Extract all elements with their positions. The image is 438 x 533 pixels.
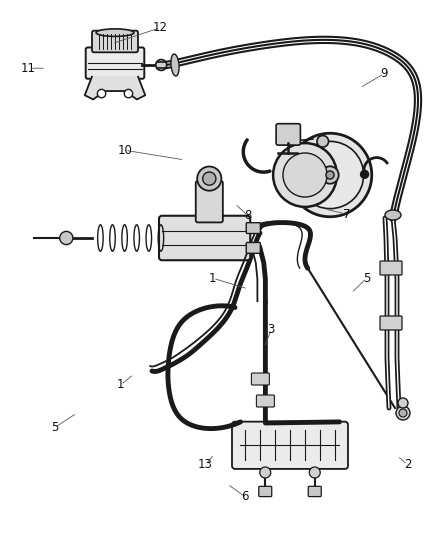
Circle shape bbox=[124, 90, 132, 98]
Text: 11: 11 bbox=[21, 62, 36, 75]
Circle shape bbox=[325, 171, 333, 179]
Text: 1: 1 bbox=[117, 378, 124, 391]
FancyBboxPatch shape bbox=[85, 47, 144, 79]
Circle shape bbox=[283, 153, 326, 197]
FancyBboxPatch shape bbox=[246, 243, 260, 253]
Text: 1: 1 bbox=[208, 272, 216, 285]
Text: 10: 10 bbox=[117, 144, 132, 157]
Text: 7: 7 bbox=[342, 208, 350, 221]
Text: 6: 6 bbox=[240, 490, 248, 503]
FancyBboxPatch shape bbox=[159, 216, 250, 260]
Circle shape bbox=[296, 141, 363, 208]
Circle shape bbox=[259, 467, 270, 478]
Text: 2: 2 bbox=[403, 458, 410, 471]
Text: 8: 8 bbox=[244, 209, 251, 222]
Text: 12: 12 bbox=[152, 21, 167, 34]
Text: 5: 5 bbox=[51, 421, 58, 434]
Text: 3: 3 bbox=[267, 323, 274, 336]
Circle shape bbox=[321, 166, 338, 184]
Ellipse shape bbox=[384, 210, 400, 220]
Circle shape bbox=[397, 398, 407, 408]
Circle shape bbox=[398, 409, 406, 417]
Ellipse shape bbox=[170, 54, 179, 76]
FancyBboxPatch shape bbox=[92, 31, 138, 52]
FancyBboxPatch shape bbox=[379, 316, 401, 330]
Circle shape bbox=[155, 60, 166, 70]
Polygon shape bbox=[85, 77, 145, 100]
Circle shape bbox=[202, 172, 215, 185]
Circle shape bbox=[60, 231, 73, 245]
FancyBboxPatch shape bbox=[379, 261, 401, 275]
Ellipse shape bbox=[96, 29, 134, 36]
Circle shape bbox=[272, 143, 336, 207]
FancyBboxPatch shape bbox=[246, 223, 260, 233]
Circle shape bbox=[197, 166, 221, 191]
Text: 9: 9 bbox=[379, 67, 387, 80]
Circle shape bbox=[288, 133, 371, 217]
FancyBboxPatch shape bbox=[258, 486, 271, 497]
FancyBboxPatch shape bbox=[307, 486, 321, 497]
Circle shape bbox=[308, 467, 319, 478]
Text: 13: 13 bbox=[198, 458, 212, 471]
Text: 5: 5 bbox=[362, 272, 369, 285]
FancyBboxPatch shape bbox=[195, 181, 223, 222]
FancyBboxPatch shape bbox=[251, 373, 269, 385]
FancyBboxPatch shape bbox=[276, 124, 300, 145]
Circle shape bbox=[395, 406, 409, 420]
Circle shape bbox=[360, 171, 368, 179]
Circle shape bbox=[97, 90, 106, 98]
FancyBboxPatch shape bbox=[231, 422, 347, 469]
FancyBboxPatch shape bbox=[256, 395, 274, 407]
Circle shape bbox=[316, 135, 328, 147]
